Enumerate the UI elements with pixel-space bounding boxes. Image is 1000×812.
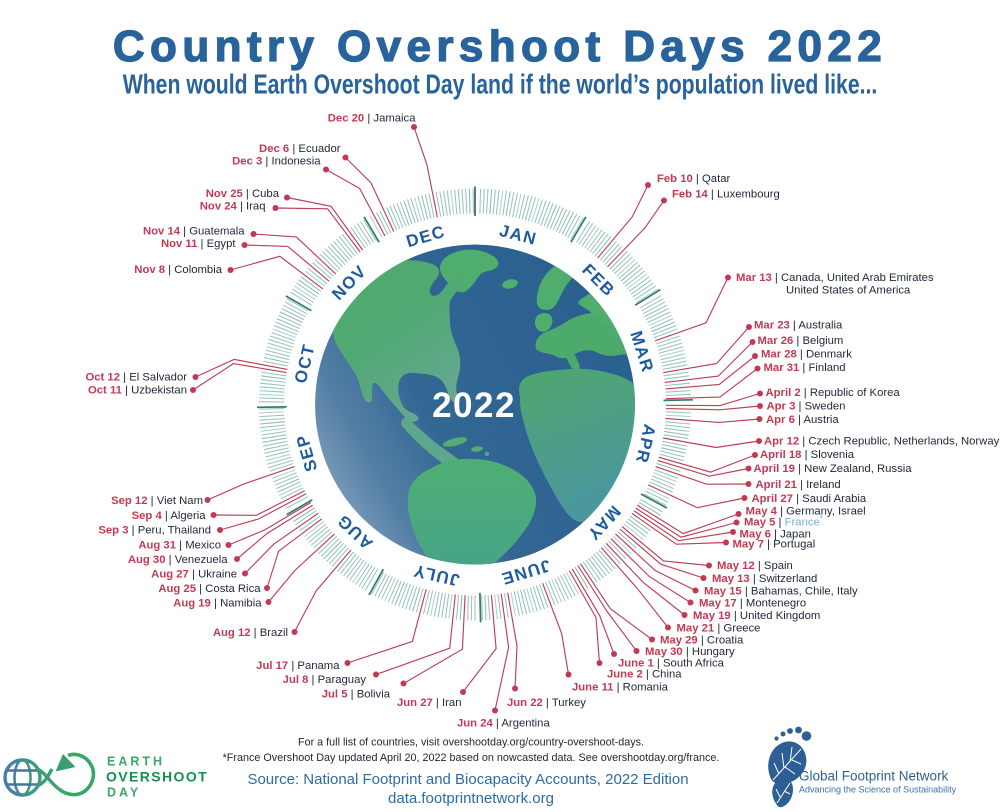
svg-text:Mar 23 | Australia: Mar 23 | Australia — [754, 320, 843, 332]
svg-text:Aug 27 | Ukraine: Aug 27 | Ukraine — [151, 569, 237, 581]
svg-text:For a full list of countries,: For a full list of countries, visit over… — [298, 737, 644, 749]
svg-text:Apr 3 | Sweden: Apr 3 | Sweden — [767, 401, 846, 413]
svg-text:Sep 3 | Peru, Thailand: Sep 3 | Peru, Thailand — [98, 525, 211, 537]
svg-text:May 21 | Greece: May 21 | Greece — [677, 623, 761, 635]
svg-text:May 7 | Portugal: May 7 | Portugal — [733, 539, 816, 551]
svg-text:April 2 | Republic of Korea: April 2 | Republic of Korea — [766, 387, 901, 399]
svg-text:Global Footprint Network: Global Footprint Network — [799, 769, 949, 784]
svg-text:April 27 | Saudi Arabia: April 27 | Saudi Arabia — [752, 493, 867, 505]
svg-text:data.footprintnetwork.org: data.footprintnetwork.org — [388, 790, 554, 807]
svg-text:June 11 | Romania: June 11 | Romania — [572, 682, 669, 694]
svg-text:Oct 11 | Uzbekistan: Oct 11 | Uzbekistan — [88, 385, 187, 397]
svg-text:DAY: DAY — [107, 786, 141, 800]
svg-text:Mar 31 | Finland: Mar 31 | Finland — [764, 362, 846, 374]
svg-text:May 19 | United Kingdom: May 19 | United Kingdom — [693, 610, 820, 622]
svg-text:Apr 6 | Austria: Apr 6 | Austria — [766, 414, 839, 426]
svg-text:April 19 | New Zealand, Russia: April 19 | New Zealand, Russia — [754, 463, 913, 475]
svg-text:May 13 | Switzerland: May 13 | Switzerland — [712, 573, 817, 585]
svg-text:Aug 31 | Mexico: Aug 31 | Mexico — [138, 540, 221, 552]
svg-text:Dec 20 | Jamaica: Dec 20 | Jamaica — [328, 113, 416, 125]
svg-text:When would Earth Overshoot Day: When would Earth Overshoot Day land if t… — [123, 70, 878, 100]
svg-text:Mar 26 | Belgium: Mar 26 | Belgium — [758, 335, 844, 347]
svg-text:Nov 8 | Colombia: Nov 8 | Colombia — [134, 264, 222, 276]
svg-text:Jun 22 | Turkey: Jun 22 | Turkey — [507, 697, 586, 709]
svg-text:*France Overshoot Day updated: *France Overshoot Day updated April 20, … — [223, 752, 720, 764]
svg-text:Advancing the Science of Susta: Advancing the Science of Sustainability — [799, 785, 957, 795]
svg-text:Source: National Footprint and: Source: National Footprint and Biocapaci… — [247, 771, 688, 788]
svg-text:Feb 14 | Luxembourg: Feb 14 | Luxembourg — [672, 189, 780, 201]
svg-text:Nov 24 | Iraq: Nov 24 | Iraq — [200, 201, 266, 213]
svg-text:Jul 8 | Paraguay: Jul 8 | Paraguay — [283, 674, 367, 686]
svg-text:Jun 24 | Argentina: Jun 24 | Argentina — [457, 718, 550, 730]
svg-text:Aug 30 | Venezuela: Aug 30 | Venezuela — [128, 554, 228, 566]
svg-text:EARTH: EARTH — [107, 755, 165, 769]
svg-text:Feb 10 | Qatar: Feb 10 | Qatar — [657, 173, 731, 185]
svg-text:Aug 19 | Namibia: Aug 19 | Namibia — [173, 598, 262, 610]
svg-text:May 17 | Montenegro: May 17 | Montenegro — [699, 598, 806, 610]
svg-text:April 21 | Ireland: April 21 | Ireland — [756, 479, 841, 491]
svg-text:Oct 12 | El Salvador: Oct 12 | El Salvador — [85, 372, 187, 384]
svg-text:Mar 28 | Denmark: Mar 28 | Denmark — [761, 349, 852, 361]
svg-text:Dec 6 | Ecuador: Dec 6 | Ecuador — [259, 143, 341, 155]
svg-text:Sep 12 | Viet Nam: Sep 12 | Viet Nam — [111, 495, 203, 507]
svg-text:May 5 | France*: May 5 | France* — [744, 515, 823, 529]
svg-text:April 18 | Slovenia: April 18 | Slovenia — [760, 449, 855, 461]
svg-text:Dec 3 | Indonesia: Dec 3 | Indonesia — [232, 156, 321, 168]
svg-text:June 1 | South Africa: June 1 | South Africa — [618, 658, 725, 670]
svg-text:Jul 17 | Panama: Jul 17 | Panama — [256, 660, 340, 672]
svg-text:Jul 5 | Bolivia: Jul 5 | Bolivia — [322, 689, 391, 701]
svg-text:May 4 | Germany, Israel: May 4 | Germany, Israel — [746, 506, 866, 518]
svg-text:Nov 25 | Cuba: Nov 25 | Cuba — [206, 188, 280, 200]
svg-text:2022: 2022 — [432, 386, 516, 425]
svg-text:Mar 13 | Canada, United Arab E: Mar 13 | Canada, United Arab Emirates — [736, 272, 934, 284]
svg-text:June 2 | China: June 2 | China — [607, 669, 682, 681]
svg-text:Country Overshoot Days 2022: Country Overshoot Days 2022 — [113, 22, 887, 71]
svg-text:Nov 11 | Egypt: Nov 11 | Egypt — [161, 238, 236, 250]
svg-text:May 12 | Spain: May 12 | Spain — [717, 560, 793, 572]
svg-text:Nov 14 | Guatemala: Nov 14 | Guatemala — [143, 226, 245, 238]
svg-text:Sep 4 | Algeria: Sep 4 | Algeria — [132, 510, 207, 522]
svg-text:May 15 | Bahamas, Chile, Italy: May 15 | Bahamas, Chile, Italy — [704, 586, 858, 598]
svg-text:Aug 12 | Brazil: Aug 12 | Brazil — [213, 627, 288, 639]
svg-text:Aug 25 | Costa Rica: Aug 25 | Costa Rica — [158, 583, 261, 595]
svg-text:United States of America: United States of America — [786, 285, 911, 297]
svg-text:May 29 | Croatia: May 29 | Croatia — [660, 635, 744, 647]
svg-text:Apr 12 | Czech Republic, Nethe: Apr 12 | Czech Republic, Netherlands, No… — [764, 436, 1000, 448]
svg-text:OVERSHOOT: OVERSHOOT — [106, 769, 208, 785]
svg-text:May 30 | Hungary: May 30 | Hungary — [645, 646, 735, 658]
svg-text:May 6 | Japan: May 6 | Japan — [740, 529, 811, 541]
svg-text:Jun 27 | Iran: Jun 27 | Iran — [397, 697, 461, 709]
